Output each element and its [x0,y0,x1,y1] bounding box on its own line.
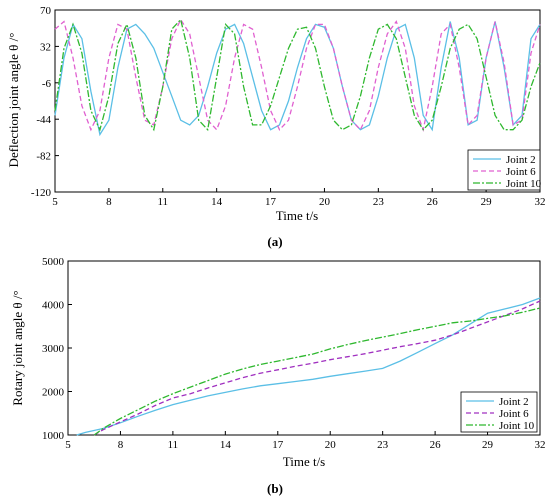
chart-b-series [76,297,541,436]
chart-b-xtick-label: 23 [377,439,389,451]
chart-a-xtick-label: 8 [106,196,112,208]
chart-a-deflection-angle: 5 8 11 14 17 20 23 26 29 32 70 32 -6 -44 -82 -120 Time … [6,5,546,249]
chart-b-xtick-label: 20 [325,439,337,451]
chart-b-legend-label: Joint 6 [499,408,529,420]
chart-b-xtick-label: 26 [430,439,442,451]
chart-a-legend-label: Joint 6 [506,166,536,178]
chart-a-xtick-label: 17 [265,196,277,208]
chart-a-xtick-label: 14 [211,196,223,208]
chart-a-ytick-label: 32 [40,41,51,53]
chart-a-xtick-label: 20 [319,196,331,208]
chart-b-ytick-label: 5000 [42,256,65,268]
chart-b-legend-label: Joint 10 [499,420,535,432]
chart-b-ytick-label: 1000 [42,430,65,442]
chart-a-ytick-label: -82 [36,151,51,163]
chart-a-ytick-label: -120 [31,187,52,199]
chart-a-series [54,18,541,137]
chart-b-xlabel: Time t/s [283,454,326,469]
chart-b-xtick-label: 11 [168,439,179,451]
chart-b-xtick-label: 8 [118,439,124,451]
chart-b-rotary-angle: 5 8 11 14 17 20 23 26 29 32 1000 2000 3000 4000 5000 T… [10,256,546,496]
chart-a-legend-label: Joint 2 [506,154,536,166]
chart-b-legend-label: Joint 2 [499,396,529,408]
chart-a-xtick-label: 23 [373,196,385,208]
chart-b-legend-box [460,391,538,433]
chart-b-xtick-label: 17 [272,439,284,451]
chart-b-xtick-label: 29 [482,439,494,451]
chart-a-xtick-label: 29 [481,196,493,208]
chart-b-ylabel: Rotary joint angle θ /° [10,290,25,405]
chart-a-ytick-label: -44 [36,114,51,126]
chart-b-panel-label: (b) [267,481,283,496]
chart-a-legend-label: Joint 10 [506,178,542,190]
chart-a-ytick-label: -6 [42,78,52,90]
chart-b-ytick-label: 3000 [42,343,65,355]
chart-a-series-joint-10-line [54,18,541,132]
chart-b-ytick-label: 4000 [42,300,65,312]
chart-a-ylabel: Deflection joint angle θ /° [6,33,21,168]
chart-b-xtick-label: 14 [220,439,232,451]
chart-a-series-joint-2-line [54,21,541,137]
chart-a-xtick-label: 32 [535,196,546,208]
chart-a-series-joint-6-line [54,18,541,133]
chart-b-series-joint-10-line [93,307,541,436]
chart-a-xlabel: Time t/s [276,208,319,223]
chart-b-xtick-label: 5 [65,439,71,451]
chart-b-series-joint-2-line [76,297,541,436]
chart-b-ticks: 5 8 11 14 17 20 23 26 29 32 1000 2000 3000 4000 5000 [42,256,546,451]
chart-a-panel-label: (a) [267,234,282,249]
chart-a-ytick-label: 70 [40,5,52,17]
chart-a-xtick-label: 11 [157,196,168,208]
chart-b-series-joint-6-line [93,300,541,436]
chart-a-xtick-label: 5 [52,196,58,208]
chart-a-plot-frame [54,9,541,193]
chart-b-xtick-label: 32 [535,439,546,451]
chart-a-xtick-label: 26 [427,196,439,208]
chart-b-ytick-label: 2000 [42,387,65,399]
